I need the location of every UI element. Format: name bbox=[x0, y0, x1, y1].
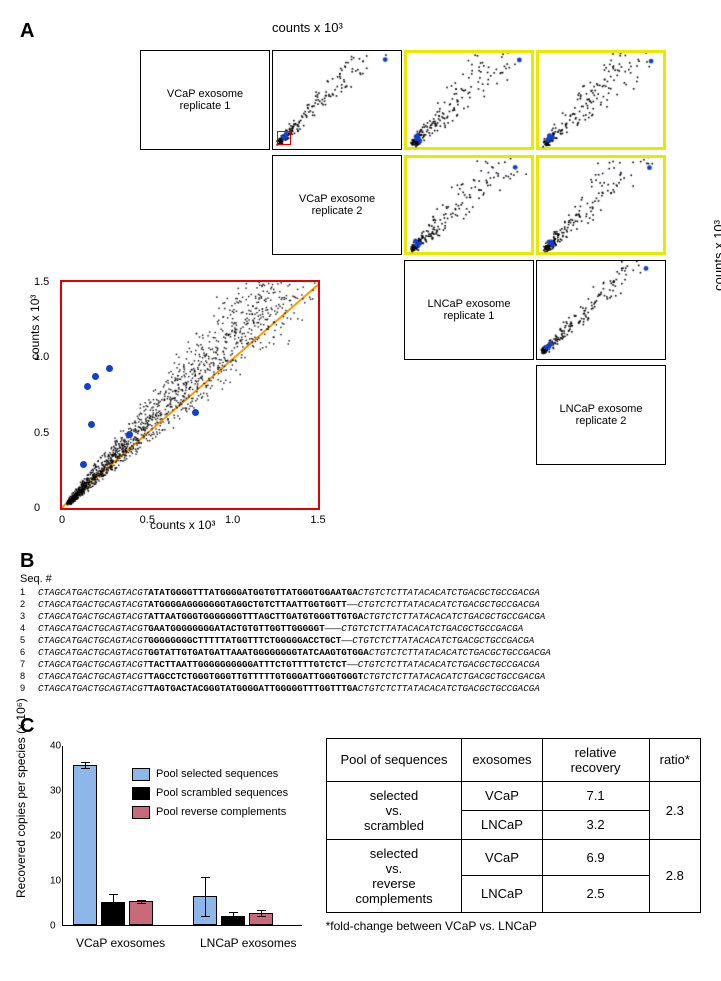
sequence-row: 5CTAGCATGACTGCAGTACGTGGGGGGGGCTTTTTATGGT… bbox=[20, 635, 701, 647]
blue-dot bbox=[88, 421, 95, 428]
zoom-y-label: counts x 10³ bbox=[28, 295, 42, 360]
matrix-cell bbox=[404, 50, 534, 150]
blue-dot bbox=[92, 373, 99, 380]
panel-b: B Seq. # 1CTAGCATGACTGCAGTACGTATATGGGGTT… bbox=[20, 550, 701, 695]
table-cell: 7.1 bbox=[542, 781, 649, 810]
x-group-2: LNCaP exosomes bbox=[200, 936, 297, 950]
ratio-table-wrap: Pool of sequencesexosomesrelative recove… bbox=[326, 738, 701, 933]
matrix-cell: LNCaP exosome replicate 2 bbox=[536, 365, 666, 465]
matrix-cell bbox=[536, 155, 666, 255]
sequence-row: 4CTAGCATGACTGCAGTACGTGAATGGGGGGGGATACTGT… bbox=[20, 623, 701, 635]
axis-top-label: counts x 10³ bbox=[272, 20, 343, 35]
table-cell: 2.5 bbox=[542, 876, 649, 913]
sequence-row: 3CTAGCATGACTGCAGTACGTATTAATGGGTGGGGGGGTT… bbox=[20, 611, 701, 623]
legend-item: Pool reverse complements bbox=[132, 806, 288, 819]
table-header: ratio* bbox=[649, 738, 700, 781]
blue-dot bbox=[106, 365, 113, 372]
matrix-cell: LNCaP exosome replicate 1 bbox=[404, 260, 534, 360]
table-cell: selectedvs.scrambled bbox=[326, 781, 462, 839]
table-cell: 6.9 bbox=[542, 839, 649, 876]
sequence-list: 1CTAGCATGACTGCAGTACGTATATGGGGTTTATGGGGAT… bbox=[20, 587, 701, 695]
x-group-1: VCaP exosomes bbox=[76, 936, 165, 950]
bar bbox=[101, 902, 125, 925]
bar-chart: Recovered copies per species (x 10⁶) VCa… bbox=[20, 738, 306, 958]
sequence-row: 9CTAGCATGACTGCAGTACGTTAGTGACTACGGGTATGGG… bbox=[20, 683, 701, 695]
sequence-row: 8CTAGCATGACTGCAGTACGTTAGCCTCTGGGTGGGTT­G… bbox=[20, 671, 701, 683]
sequence-row: 1CTAGCATGACTGCAGTACGTATATGGGGTTTATGGGGAT… bbox=[20, 587, 701, 599]
matrix-cell bbox=[272, 50, 402, 150]
ratio-table: Pool of sequencesexosomesrelative recove… bbox=[326, 738, 701, 913]
panel-a: A counts x 10³ counts x 10³ VCaP exosome… bbox=[20, 20, 701, 540]
table-cell: 2.3 bbox=[649, 781, 700, 839]
table-cell: selectedvs.reverse complements bbox=[326, 839, 462, 912]
bar bbox=[73, 765, 97, 925]
matrix-cell bbox=[404, 155, 534, 255]
table-cell: VCaP bbox=[462, 839, 542, 876]
matrix-cell bbox=[536, 260, 666, 360]
table-header: relative recovery bbox=[542, 738, 649, 781]
legend-item: Pool selected sequences bbox=[132, 768, 288, 781]
table-cell: 3.2 bbox=[542, 810, 649, 839]
seq-header: Seq. # bbox=[20, 573, 701, 585]
bar bbox=[129, 901, 153, 924]
table-footnote: *fold-change between VCaP vs. LNCaP bbox=[326, 919, 701, 933]
blue-dot bbox=[192, 409, 199, 416]
bar-y-label: Recovered copies per species (x 10⁶) bbox=[14, 698, 28, 898]
sequence-row: 2CTAGCATGACTGCAGTACGTATGGGGAGGGGGGGTAGGC… bbox=[20, 599, 701, 611]
table-cell: VCaP bbox=[462, 781, 542, 810]
legend: Pool selected sequences Pool scrambled se… bbox=[132, 768, 288, 825]
panel-b-label: B bbox=[20, 550, 701, 573]
matrix-cell: VCaP exosome replicate 2 bbox=[272, 155, 402, 255]
legend-item: Pool scrambled sequences bbox=[132, 787, 288, 800]
table-header: Pool of sequences bbox=[326, 738, 462, 781]
matrix-cell bbox=[536, 50, 666, 150]
blue-dot bbox=[80, 461, 87, 468]
bar bbox=[249, 913, 273, 925]
sequence-row: 6CTAGCATGACTGCAGTACGTGGTATTGTGATGATTAAAT… bbox=[20, 647, 701, 659]
table-cell: LNCaP bbox=[462, 810, 542, 839]
panel-a-label: A bbox=[20, 20, 701, 43]
table-cell: 2.8 bbox=[649, 839, 700, 912]
bar bbox=[221, 916, 245, 925]
sequence-row: 7CTAGCATGACTGCAGTACGTTACTTAATTGGGGGGGGGG… bbox=[20, 659, 701, 671]
table-cell: LNCaP bbox=[462, 876, 542, 913]
panel-c: Recovered copies per species (x 10⁶) VCa… bbox=[20, 738, 701, 958]
bar bbox=[193, 896, 217, 924]
zoom-panel: 00.51.01.500.51.01.5 bbox=[60, 280, 320, 510]
blue-dot bbox=[84, 383, 91, 390]
zoom-x-label: counts x 10³ bbox=[150, 518, 215, 532]
matrix-cell: VCaP exosome replicate 1 bbox=[140, 50, 270, 150]
axis-right-label: counts x 10³ bbox=[711, 220, 721, 291]
table-header: exosomes bbox=[462, 738, 542, 781]
blue-dot bbox=[126, 431, 133, 438]
